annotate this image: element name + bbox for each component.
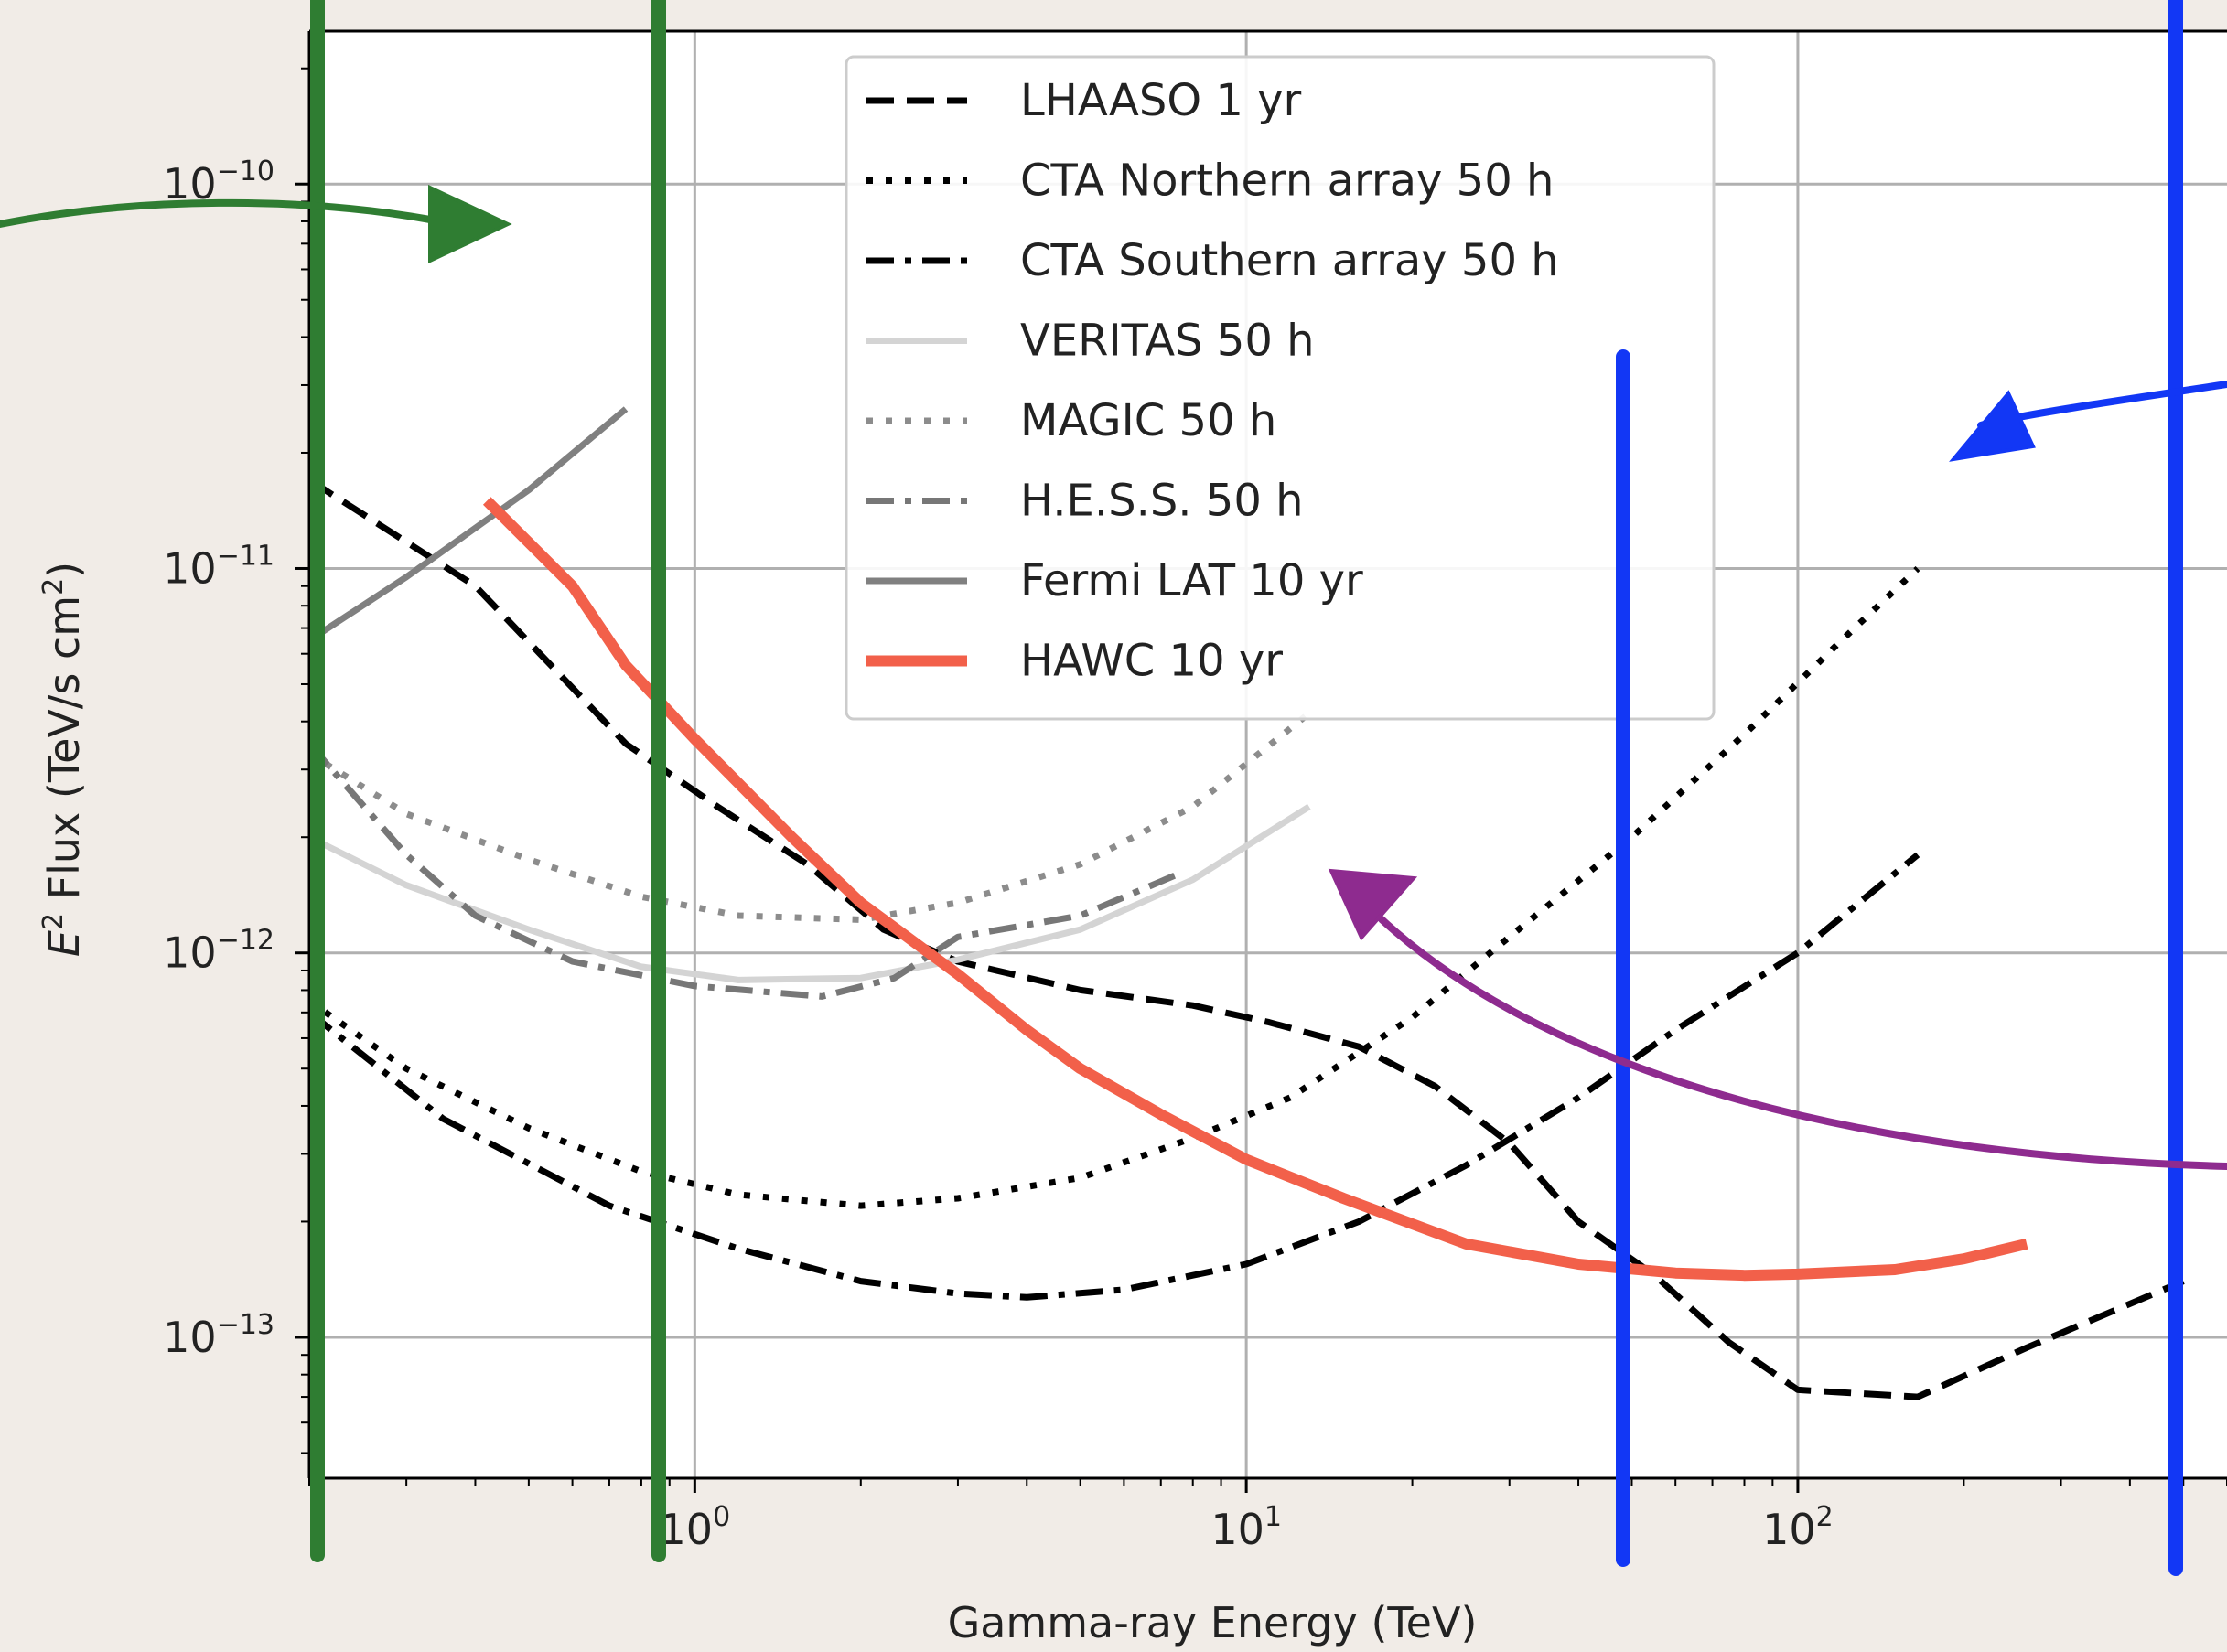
x-tick-label: 100	[660, 1501, 731, 1554]
legend-label-4: MAGIC 50 h	[1020, 395, 1276, 446]
y-tick-label: 10−13	[163, 1309, 274, 1362]
y-axis-label: E2 Flux (TeV/s cm2)	[38, 562, 89, 957]
legend-label-0: LHAASO 1 yr	[1020, 75, 1302, 126]
y-tick-label: 10−12	[163, 925, 274, 978]
legend: LHAASO 1 yr CTA Northern array 50 h CTA So…	[846, 57, 1714, 719]
legend-label-6: Fermi LAT 10 yr	[1020, 555, 1363, 606]
x-tick-label: 101	[1210, 1501, 1282, 1554]
x-axis-label: Gamma-ray Energy (TeV)	[948, 1598, 1478, 1647]
legend-label-3: VERITAS 50 h	[1020, 316, 1315, 367]
legend-label-5: H.E.S.S. 50 h	[1020, 476, 1304, 527]
legend-label-7: HAWC 10 yr	[1020, 636, 1283, 687]
legend-label-2: CTA Southern array 50 h	[1020, 235, 1559, 286]
x-tick-label: 102	[1762, 1501, 1834, 1554]
y-tick-label: 10−11	[163, 540, 274, 593]
legend-label-1: CTA Northern array 50 h	[1020, 156, 1554, 207]
